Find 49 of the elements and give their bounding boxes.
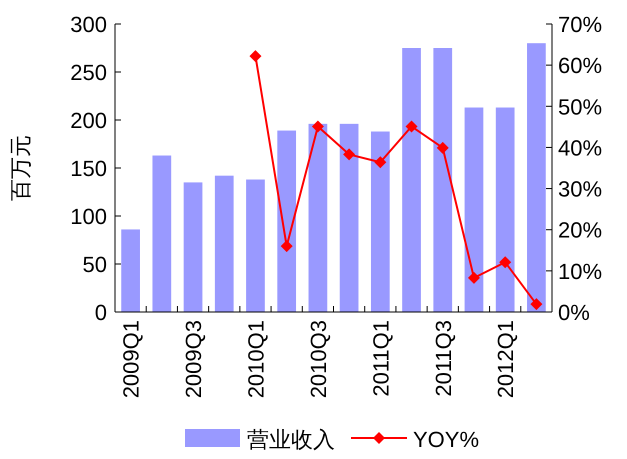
y-tick-label: 250 <box>70 60 107 85</box>
point <box>312 120 324 132</box>
bar <box>246 180 265 312</box>
bar <box>308 124 328 312</box>
y2-tick-label: 40% <box>558 135 602 160</box>
bar <box>370 132 390 312</box>
y-tick-label: 200 <box>70 108 107 133</box>
x-tick-label: 2010Q1 <box>243 320 268 398</box>
point <box>249 50 262 62</box>
x-tick-label: 2011Q3 <box>430 320 456 397</box>
point <box>280 240 293 252</box>
point <box>374 156 386 168</box>
bar <box>277 130 296 312</box>
y-axis-title: 百万元 <box>8 135 33 201</box>
bar <box>402 48 421 312</box>
legend-label: 营业收入 <box>247 427 335 452</box>
y2-tick-label: 60% <box>558 53 602 78</box>
bar <box>496 108 515 312</box>
x-tick-label: 2011Q1 <box>368 320 394 397</box>
y2-tick-label: 20% <box>558 218 602 243</box>
bar <box>340 124 358 312</box>
y-tick-label: 0 <box>94 300 107 325</box>
y2-tick-label: 30% <box>558 176 602 202</box>
point <box>436 142 449 154</box>
point <box>499 256 512 268</box>
y-tick-label: 100 <box>70 204 107 229</box>
y2-tick-label: 10% <box>558 258 602 284</box>
point <box>530 298 542 310</box>
point <box>406 120 418 132</box>
bar <box>214 176 234 312</box>
point <box>343 148 356 160</box>
bar <box>152 156 172 312</box>
y-tick-label: 50 <box>82 252 107 277</box>
bar <box>184 182 202 312</box>
y-tick-label: 300 <box>70 12 107 37</box>
x-tick-label: 2010Q3 <box>306 320 331 398</box>
x-tick-label: 2012Q1 <box>493 320 518 398</box>
x-tick-label: 2009Q3 <box>181 320 206 398</box>
y2-tick-label: 70% <box>558 12 602 37</box>
y2-tick-label: 0% <box>558 300 590 325</box>
x-tick-label: 2009Q1 <box>118 320 144 398</box>
point <box>468 272 480 284</box>
bar <box>121 229 140 312</box>
bar <box>464 108 484 312</box>
y2-tick-label: 50% <box>558 94 602 120</box>
bar <box>433 48 452 312</box>
legend-label: YOY% <box>413 427 480 452</box>
y-tick-label: 150 <box>70 156 107 181</box>
bar <box>527 43 546 312</box>
